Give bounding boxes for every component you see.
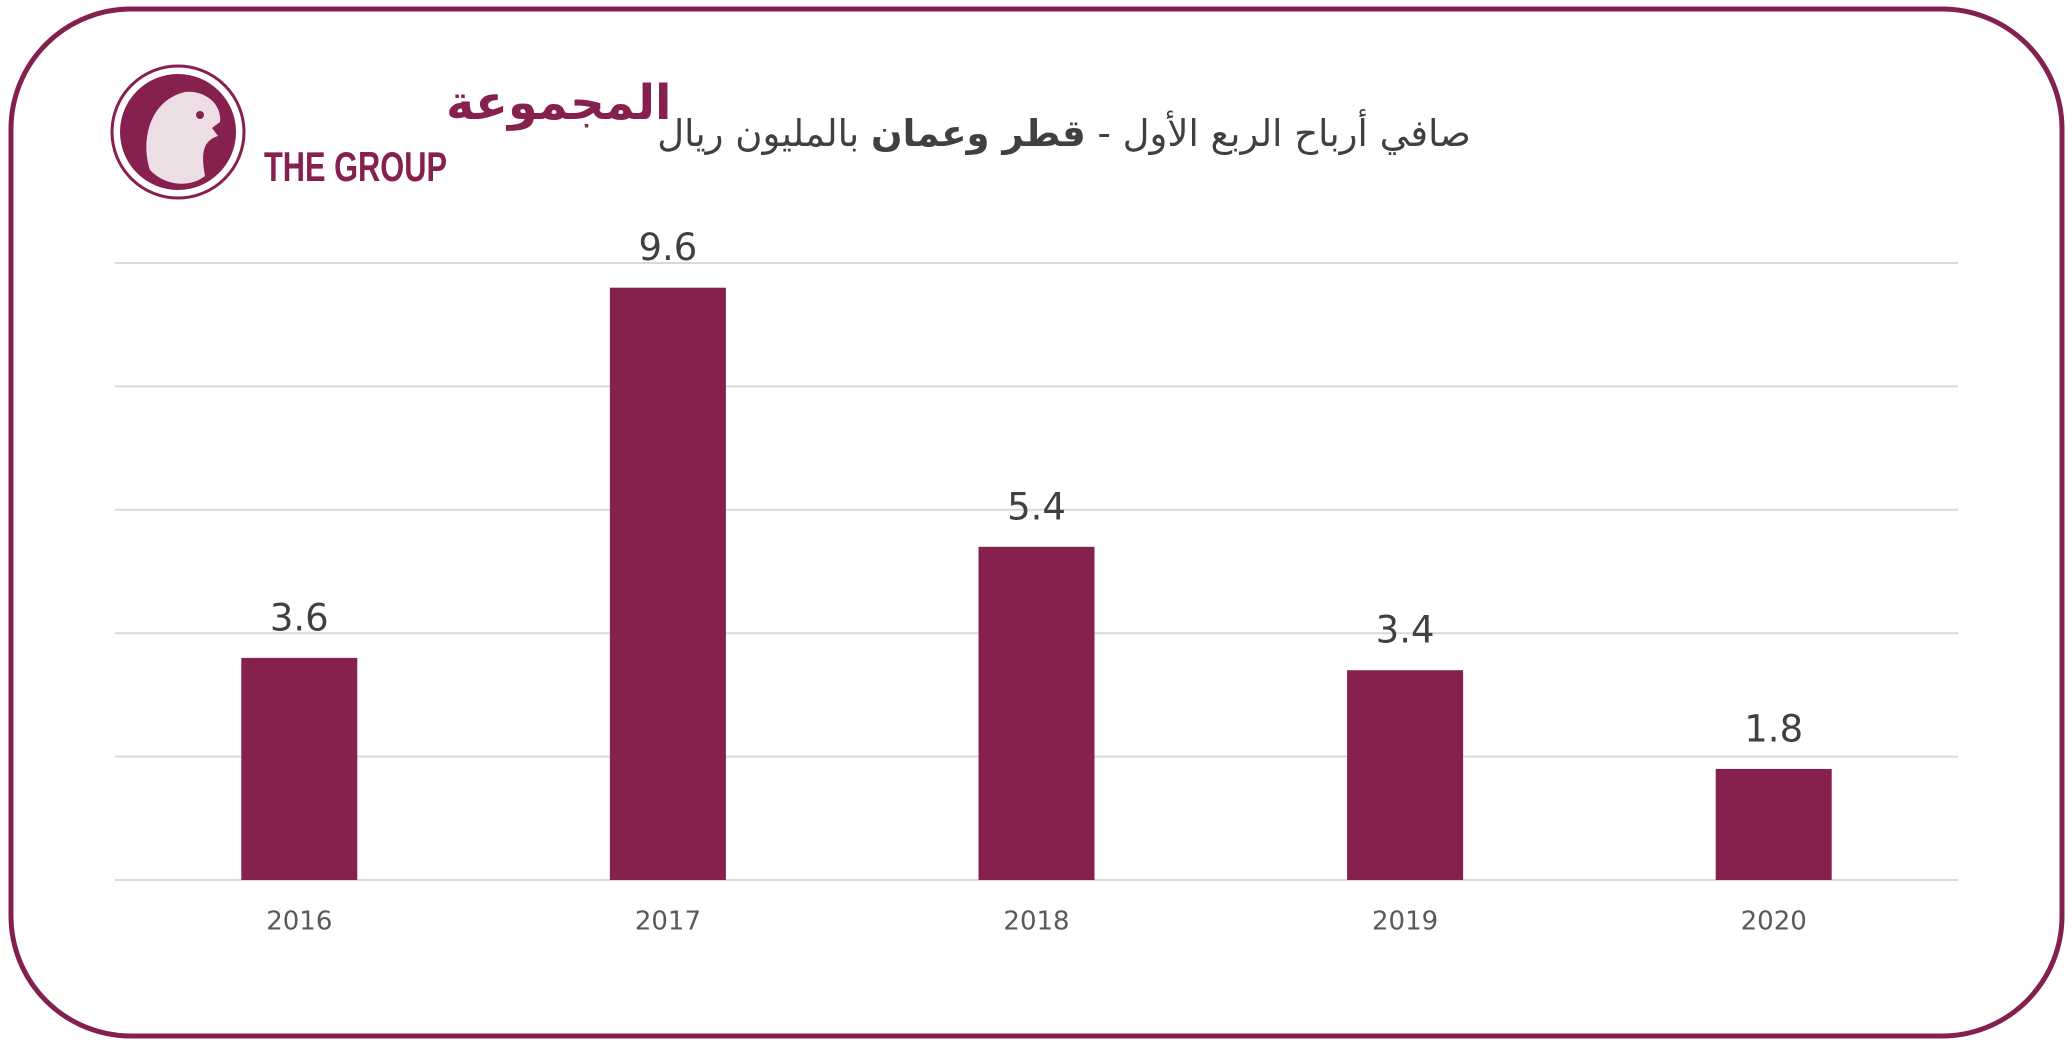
title-part: بالمليون ريال — [657, 112, 871, 155]
logo-arabic: المجموعة — [446, 75, 671, 131]
bar — [978, 546, 1095, 880]
x-tick-label: 2019 — [1372, 907, 1438, 937]
chart-title: صافي أرباح الربع الأول - قطر وعمان بالمل… — [657, 109, 1471, 155]
title-part: قطر وعمان — [871, 112, 1086, 155]
title-part: صافي أرباح الربع الأول - — [1086, 109, 1471, 155]
data-label: 3.4 — [1376, 609, 1435, 652]
bar — [1347, 670, 1464, 880]
x-tick-label: 2020 — [1741, 907, 1807, 937]
frame — [8, 6, 2065, 1039]
bar — [609, 287, 726, 880]
data-label: 9.6 — [638, 226, 697, 269]
x-tick-label: 2017 — [635, 907, 701, 937]
data-label: 5.4 — [1007, 485, 1066, 528]
bar — [1715, 768, 1832, 880]
x-tick-label: 2018 — [1003, 907, 1069, 937]
x-tick-label: 2016 — [266, 907, 332, 937]
bar — [241, 657, 358, 880]
data-label: 1.8 — [1744, 707, 1803, 750]
data-label: 3.6 — [270, 596, 329, 639]
logo: المجموعة THE GROUP — [110, 64, 671, 200]
logo-ring — [110, 64, 246, 200]
logo-english: THE GROUP — [264, 143, 447, 190]
logo-eye — [196, 111, 204, 119]
